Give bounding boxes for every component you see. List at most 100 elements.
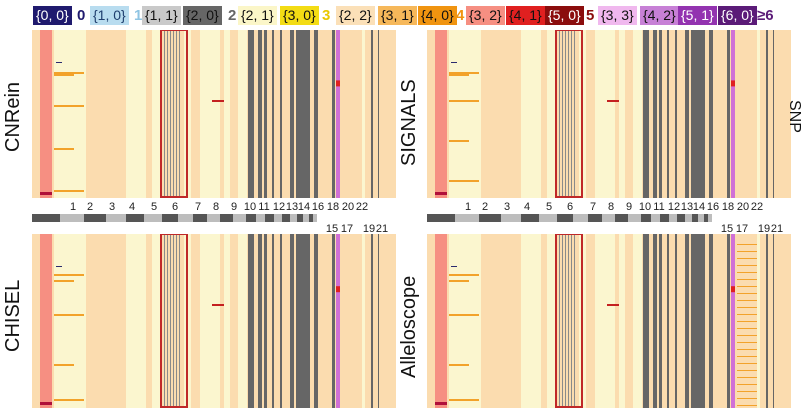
- chromosome-label: 14: [297, 201, 311, 213]
- chromosome-label: 4: [523, 201, 531, 213]
- chromosome-segment: [282, 214, 290, 222]
- heatmap-column: [773, 30, 774, 198]
- heatmap-column: [574, 234, 575, 408]
- heatmap-column: [727, 234, 730, 408]
- chromosome-label: 11: [653, 201, 665, 213]
- heatmap-column: [568, 30, 569, 198]
- heatmap-column: [595, 30, 615, 198]
- heatmap-column: [633, 234, 642, 408]
- heatmap-column: [757, 234, 760, 408]
- heatmap-column: [54, 30, 86, 198]
- heatmap-column: [675, 234, 677, 408]
- chromosome-label: 13: [285, 201, 299, 213]
- chromosome-strip-left: [32, 214, 317, 222]
- heatmap-column: [332, 30, 335, 198]
- panel-title-alleloscope: Alleloscope: [398, 275, 420, 378]
- heatmap-column: [336, 234, 340, 408]
- heatmap-column: [766, 30, 768, 198]
- heatmap-column: [685, 30, 689, 198]
- heatmap-cell: [737, 391, 757, 392]
- heatmap-column: [200, 30, 220, 198]
- heatmap-cnrein: [32, 30, 396, 198]
- chromosome-label: 19: [362, 223, 376, 235]
- heatmap-column: [653, 234, 657, 408]
- heatmap-cell: [56, 62, 62, 63]
- heatmap-column: [40, 234, 52, 408]
- heatmap-column: [449, 30, 481, 198]
- heatmap-cell: [737, 307, 757, 308]
- heatmap-cell: [54, 399, 84, 401]
- heatmap-cell: [449, 274, 479, 276]
- chromosome-segment: [256, 214, 265, 222]
- heatmap-cell: [54, 105, 84, 107]
- heatmap-column: [571, 234, 572, 408]
- heatmap-cell: [40, 192, 52, 195]
- heatmap-column: [224, 30, 230, 198]
- heatmap-column: [362, 234, 365, 408]
- chromosome-label: 18: [326, 201, 340, 213]
- heatmap-column: [152, 234, 160, 408]
- heatmap-column: [693, 30, 705, 198]
- heatmap-cell: [54, 148, 74, 150]
- heatmap-column: [378, 30, 379, 198]
- heatmap-column: [238, 30, 247, 198]
- heatmap-column: [290, 30, 294, 198]
- chromosome-label: 16: [311, 201, 325, 213]
- heatmap-cell: [54, 72, 84, 74]
- heatmap-column: [272, 30, 274, 198]
- chromosome-segment: [677, 214, 685, 222]
- chromosome-segment: [651, 214, 660, 222]
- legend-swatch: {4, 1}: [506, 6, 545, 25]
- heatmap-cell: [737, 279, 757, 280]
- heatmap-column: [659, 234, 662, 408]
- chromosome-label: 1: [69, 201, 77, 213]
- heatmap-column: [126, 30, 146, 198]
- legend-swatch: {4, 2}: [640, 6, 679, 25]
- heatmap-column: [164, 234, 165, 408]
- legend-swatch: {2, 2}: [336, 6, 375, 25]
- heatmap-column: [521, 30, 541, 198]
- chromosome-label: 15: [325, 223, 339, 235]
- heatmap-cell: [737, 370, 757, 371]
- heatmap-column: [643, 30, 649, 198]
- legend-swatch: {2, 1}: [238, 6, 277, 25]
- chromosome-segment: [313, 214, 317, 222]
- heatmap-column: [200, 234, 220, 408]
- heatmap-alleloscope: [427, 234, 791, 408]
- heatmap-column: [574, 30, 575, 198]
- chromosome-label: 3: [108, 201, 116, 213]
- heatmap-cell: [449, 364, 469, 366]
- chromosome-label: 5: [545, 201, 553, 213]
- heatmap-column: [280, 234, 282, 408]
- heatmap-column: [248, 30, 254, 198]
- heatmap-column: [562, 30, 563, 198]
- heatmap-column: [435, 234, 447, 408]
- chromosome-label: 15: [720, 223, 734, 235]
- heatmap-chisel: [32, 234, 396, 408]
- chromosome-segment: [303, 214, 309, 222]
- heatmap-column: [54, 234, 86, 408]
- heatmap-column: [238, 234, 247, 408]
- chromosome-label: 1: [464, 201, 472, 213]
- heatmap-column: [167, 234, 168, 408]
- heatmap-column: [766, 234, 768, 408]
- heatmap-column: [685, 234, 689, 408]
- heatmap-column: [709, 234, 713, 408]
- chromosome-label: 22: [355, 201, 369, 213]
- heatmap-column: [731, 234, 735, 408]
- chromosome-label: 19: [757, 223, 771, 235]
- heatmap-cell: [737, 244, 757, 245]
- heatmap-column: [565, 30, 566, 198]
- heatmap-cell: [54, 74, 74, 76]
- heatmap-cell: [54, 280, 74, 282]
- chromosome-label: 22: [750, 201, 764, 213]
- panel-title-chisel: CHISEL: [2, 279, 24, 352]
- heatmap-column: [264, 234, 267, 408]
- heatmap-column: [362, 30, 365, 198]
- heatmap-cell: [56, 266, 62, 267]
- heatmap-cell: [737, 293, 757, 294]
- heatmap-column: [667, 30, 669, 198]
- chromosome-label: 7: [589, 201, 597, 213]
- heatmap-cell: [449, 180, 479, 182]
- heatmap-column: [449, 234, 481, 408]
